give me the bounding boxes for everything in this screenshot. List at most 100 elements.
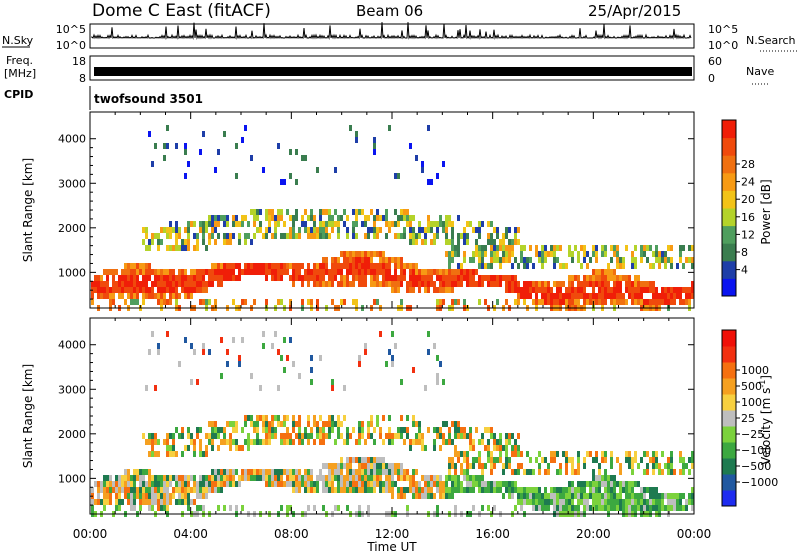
- velocity-echo-cell: [595, 457, 598, 463]
- power-echo-cell: [400, 233, 403, 239]
- power-echo-cell: [361, 269, 364, 275]
- power-echo-cell: [94, 275, 97, 281]
- velocity-echo-cell: [514, 481, 517, 487]
- colorbar-segment: [722, 346, 736, 363]
- velocity-echo-cell: [238, 481, 241, 487]
- power-echo-cell: [226, 239, 229, 245]
- power-echo-cell: [289, 149, 292, 155]
- velocity-echo-cell: [151, 475, 154, 481]
- power-echo-cell: [292, 275, 295, 281]
- velocity-echo-cell: [430, 475, 433, 481]
- power-echo-cell: [187, 233, 190, 239]
- velocity-echo-cell: [187, 427, 190, 433]
- power-echo-cell: [676, 263, 679, 269]
- power-echo-cell: [136, 275, 139, 281]
- velocity-echo-cell: [358, 487, 361, 493]
- velocity-echo-cell: [178, 481, 181, 487]
- power-echo-cell: [277, 275, 280, 281]
- velocity-echo-cell: [460, 427, 463, 433]
- velocity-echo-cell: [334, 421, 337, 427]
- velocity-echo-cell: [181, 427, 184, 433]
- velocity-echo-cell: [166, 433, 169, 439]
- power-echo-cell: [550, 245, 553, 251]
- power-echo-cell: [400, 281, 403, 287]
- power-echo-cell: [649, 263, 652, 269]
- velocity-echo-cell: [490, 469, 493, 475]
- velocity-echo-cell: [628, 499, 631, 505]
- power-echo-cell: [607, 281, 610, 287]
- velocity-echo-cell: [100, 481, 103, 487]
- power-echo-cell: [349, 257, 352, 263]
- velocity-echo-cell: [187, 445, 190, 451]
- velocity-echo-cell: [595, 493, 598, 499]
- velocity-echo-cell: [241, 505, 244, 511]
- velocity-echo-cell: [358, 457, 361, 463]
- velocity-echo-cell: [346, 457, 349, 463]
- power-echo-cell: [157, 233, 160, 239]
- power-echo-cell: [568, 293, 571, 299]
- power-echo-cell: [307, 275, 310, 281]
- velocity-echo-cell: [193, 481, 196, 487]
- power-echo-cell: [496, 281, 499, 287]
- power-echo-cell: [499, 245, 502, 251]
- colorbar-tick-label: −500: [741, 460, 771, 473]
- velocity-echo-cell: [610, 457, 613, 463]
- power-echo-cell: [529, 257, 532, 263]
- velocity-echo-cell: [139, 499, 142, 505]
- power-echo-cell: [364, 221, 367, 227]
- power-echo-cell: [640, 251, 643, 257]
- velocity-echo-cell: [112, 481, 115, 487]
- velocity-echo-cell: [673, 505, 676, 511]
- power-echo-cell: [460, 269, 463, 275]
- velocity-echo-cell: [487, 505, 490, 511]
- power-echo-cell: [433, 287, 436, 293]
- power-echo-cell: [412, 233, 415, 239]
- power-echo-cell: [211, 221, 214, 227]
- velocity-echo-cell: [493, 487, 496, 493]
- power-echo-cell: [241, 137, 244, 143]
- power-echo-cell: [172, 275, 175, 281]
- velocity-echo-cell: [169, 493, 172, 499]
- velocity-echo-cell: [601, 499, 604, 505]
- power-echo-cell: [691, 287, 694, 293]
- power-echo-cell: [580, 245, 583, 251]
- velocity-echo-cell: [235, 439, 238, 445]
- velocity-echo-cell: [475, 481, 478, 487]
- velocity-echo-cell: [307, 439, 310, 445]
- power-echo-cell: [376, 299, 379, 305]
- power-echo-cell: [322, 269, 325, 275]
- power-echo-cell: [106, 275, 109, 281]
- power-echo-cell: [436, 275, 439, 281]
- power-echo-cell: [274, 269, 277, 275]
- power-echo-cell: [550, 293, 553, 299]
- velocity-echo-cell: [562, 499, 565, 505]
- velocity-echo-cell: [589, 451, 592, 457]
- power-echo-cell: [160, 227, 163, 233]
- power-echo-cell: [370, 281, 373, 287]
- velocity-echo-cell: [178, 487, 181, 493]
- power-echo-cell: [505, 233, 508, 239]
- power-echo-cell: [562, 263, 565, 269]
- power-echo-cell: [541, 257, 544, 263]
- velocity-echo-cell: [631, 487, 634, 493]
- power-echo-cell: [223, 263, 226, 269]
- power-echo-cell: [379, 227, 382, 233]
- power-echo-cell: [304, 155, 307, 161]
- power-echo-cell: [403, 227, 406, 233]
- velocity-echo-cell: [556, 469, 559, 475]
- velocity-echo-cell: [484, 487, 487, 493]
- velocity-echo-cell: [445, 421, 448, 427]
- velocity-echo-cell: [139, 487, 142, 493]
- velocity-echo-cell: [214, 487, 217, 493]
- power-echo-cell: [520, 257, 523, 263]
- velocity-echo-cell: [637, 463, 640, 469]
- velocity-echo-cell: [109, 499, 112, 505]
- power-echo-cell: [571, 257, 574, 263]
- power-echo-cell: [532, 263, 535, 269]
- colorbar-segment: [722, 458, 736, 475]
- power-echo-cell: [202, 287, 205, 293]
- velocity-echo-cell: [664, 493, 667, 499]
- velocity-echo-cell: [328, 481, 331, 487]
- power-echo-cell: [406, 263, 409, 269]
